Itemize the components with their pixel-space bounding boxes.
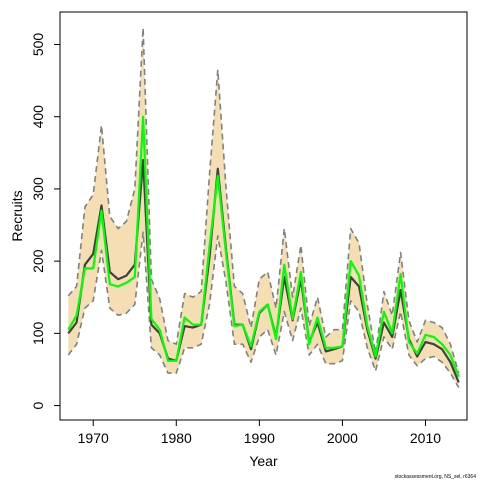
- x-axis: 1970 1980 1990 2000 2010: [78, 419, 441, 446]
- x-tick-label: 1990: [244, 430, 275, 446]
- alternative-estimate-line: [67, 115, 460, 378]
- y-axis-title: Recruits: [9, 190, 25, 241]
- x-axis-title: Year: [249, 453, 278, 469]
- y-tick-label: 400: [30, 105, 46, 129]
- x-tick-label: 1970: [78, 430, 109, 446]
- plot-area: [67, 27, 460, 388]
- credit-text: stockassessment.org, NS_sel, r6364: [395, 474, 477, 480]
- y-tick-label: 200: [30, 249, 46, 273]
- x-tick-label: 2010: [410, 430, 441, 446]
- y-tick-label: 300: [30, 177, 46, 201]
- plot-frame: [59, 11, 468, 421]
- x-tick-label: 2000: [327, 430, 358, 446]
- x-tick-label: 1980: [161, 430, 192, 446]
- y-tick-label: 0: [30, 401, 46, 409]
- lower-bound-line: [67, 231, 460, 388]
- y-axis: 0 100 200 300 400 500: [30, 33, 61, 409]
- y-tick-label: 500: [30, 33, 46, 57]
- y-tick-label: 100: [30, 321, 46, 345]
- upper-bound-line: [67, 27, 460, 374]
